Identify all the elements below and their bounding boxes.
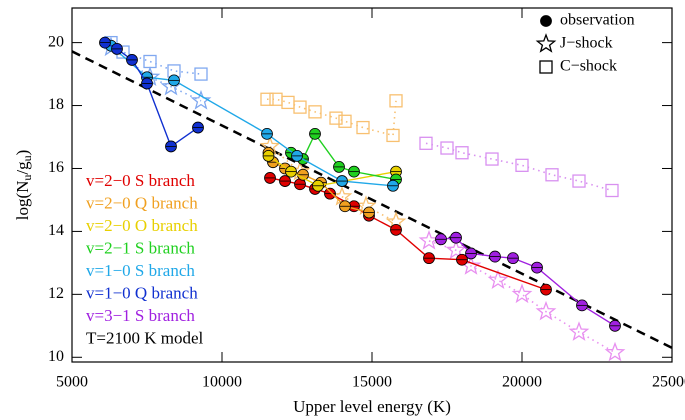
legend-entry: T=2100 K model [86, 328, 204, 347]
c-shock-point [338, 114, 352, 128]
x-tick-label: 20000 [502, 374, 542, 391]
legend-label: J−shock [560, 35, 613, 52]
c-shock-point [386, 128, 400, 143]
c-shock-point [455, 146, 469, 160]
c-shock-point [143, 54, 157, 69]
c-shock-point [293, 100, 307, 114]
legend-entry: v=1−0 S branch [86, 261, 195, 280]
y-tick-label: 20 [48, 33, 64, 50]
j-shock-point [535, 300, 557, 321]
y-label-part: ) [13, 150, 32, 156]
series-line [267, 98, 397, 137]
j-shock-point [511, 283, 533, 304]
x-tick-label: 25000 [652, 374, 685, 391]
legend-entry: v=2−0 Q branch [86, 193, 198, 212]
c-shock-point [419, 136, 433, 150]
c-shock-point [281, 95, 295, 110]
j-shock-point [487, 269, 509, 290]
c-shock-point [194, 67, 208, 81]
legend-entry: v=2−0 S branch [86, 171, 195, 190]
x-tick-label: 15000 [352, 374, 392, 391]
c-shock-point [545, 168, 559, 182]
c-shock-point [440, 141, 454, 155]
legend-entry: v=3−1 S branch [86, 306, 195, 325]
model-line [71, 50, 673, 349]
legend-marker [540, 15, 552, 27]
x-tick-label: 10000 [202, 374, 242, 391]
c-shock-point [485, 152, 499, 166]
y-tick-label: 14 [48, 222, 64, 239]
legend-label: observation [560, 12, 635, 29]
j-shock-point [604, 341, 626, 362]
y-label-part: /g [13, 161, 32, 175]
legend-label: C−shock [560, 58, 617, 75]
y-tick-label: 18 [48, 96, 64, 113]
c-shock-point [515, 158, 529, 172]
y-tick-label: 12 [48, 285, 64, 302]
series-line [268, 155, 397, 187]
series-line [110, 46, 202, 102]
series-line [269, 145, 397, 223]
c-shock-point [356, 120, 370, 135]
legend-entry: v=2−0 O branch [86, 216, 198, 235]
y-label-sub: u [20, 175, 34, 181]
j-shock-point [445, 239, 467, 260]
y-label-sub: u [20, 155, 34, 161]
x-axis-label: Upper level energy (K) [293, 397, 451, 416]
c-shock-point [572, 174, 586, 188]
c-shock-point [389, 94, 403, 108]
y-tick-label: 16 [48, 159, 64, 176]
c-shock-point [605, 183, 619, 198]
y-label-part: log(N [13, 181, 32, 221]
c-shock-point [269, 92, 283, 106]
j-shock-point [190, 89, 212, 110]
x-tick-label: 5000 [56, 374, 88, 391]
y-tick-label: 10 [48, 348, 64, 365]
c-shock-point [329, 111, 343, 125]
legend-entry: v=2−1 S branch [86, 238, 195, 257]
c-shock-point [260, 92, 274, 106]
legend-marker [539, 60, 553, 74]
y-axis-label: log(Nu/gu) [13, 150, 34, 221]
legend-marker [535, 33, 557, 53]
series-line [425, 142, 613, 192]
c-shock-point [308, 105, 322, 119]
series-line [269, 177, 547, 291]
j-shock-point [568, 321, 590, 341]
legend-entry: v=1−0 Q branch [86, 283, 198, 302]
j-shock-point [418, 230, 440, 250]
